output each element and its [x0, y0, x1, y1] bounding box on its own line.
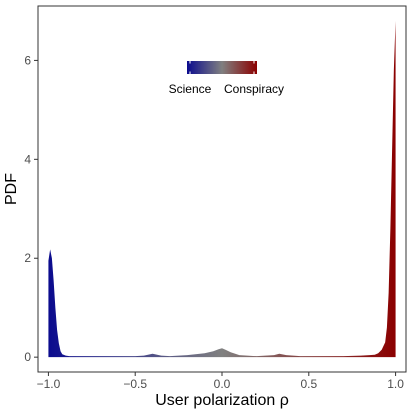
panel-border: [37, 5, 407, 373]
y-tick-label: 6: [24, 53, 31, 67]
legend-label-conspiracy: Conspiracy: [224, 82, 284, 96]
y-tick-label: 0: [24, 350, 31, 364]
x-tick-label: 1.0: [387, 377, 404, 391]
x-tick-label: −0.5: [123, 377, 147, 391]
legend-colorbar: [187, 61, 257, 74]
x-tick-label: −1.0: [37, 377, 61, 391]
x-axis-title: User polarization ρ: [155, 392, 289, 409]
y-tick-label: 2: [24, 251, 31, 265]
y-tick-label: 4: [24, 152, 31, 166]
y-axis-title: PDF: [3, 173, 20, 205]
x-tick-label: 0.0: [214, 377, 231, 391]
legend-label-science: Science: [169, 82, 212, 96]
x-tick-label: 0.5: [300, 377, 317, 391]
